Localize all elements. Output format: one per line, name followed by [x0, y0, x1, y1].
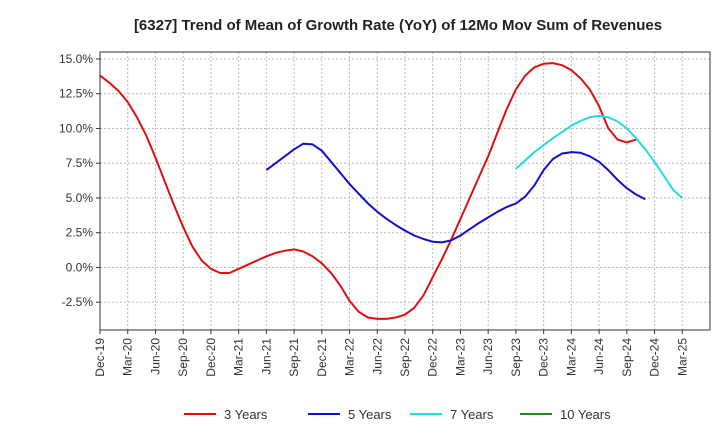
- y-axis-ticks: 15.0% 12.5% 10.0% 7.5% 5.0% 2.5% 0.0% -2.5%: [59, 52, 100, 309]
- x-axis-ticks: Dec-19 Mar-20 Jun-20 Sep-20 Dec-20 Mar-21 Jun-…: [93, 330, 689, 377]
- x-tick-label: Dec-20: [204, 338, 218, 377]
- grid: [99, 52, 710, 330]
- y-tick-label: 10.0%: [59, 121, 93, 135]
- x-tick-label: Mar-21: [232, 338, 246, 376]
- legend-label-5-years: 5 Years: [348, 407, 392, 422]
- x-tick-label: Sep-23: [509, 338, 523, 377]
- y-tick-label: -2.5%: [62, 295, 94, 309]
- x-tick-label: Dec-24: [648, 338, 662, 377]
- chart-title: [6327] Trend of Mean of Growth Rate (YoY…: [134, 17, 662, 34]
- x-tick-label: Sep-24: [620, 338, 634, 377]
- series-line-3-years: [99, 62, 637, 320]
- x-tick-label: Mar-22: [343, 338, 357, 376]
- y-tick-label: 12.5%: [59, 87, 93, 101]
- x-tick-label: Sep-21: [287, 338, 301, 377]
- x-tick-label: Dec-19: [93, 338, 107, 377]
- x-tick-label: Mar-25: [675, 338, 689, 376]
- x-tick-label: Mar-24: [564, 338, 578, 376]
- legend-label-7-years: 7 Years: [450, 407, 494, 422]
- series-line-7-years: [515, 114, 683, 199]
- x-tick-label: Mar-23: [453, 338, 467, 376]
- x-tick-label: Dec-23: [537, 338, 551, 377]
- y-tick-label: 2.5%: [66, 226, 94, 240]
- x-tick-label: Dec-22: [426, 338, 440, 377]
- y-tick-label: 7.5%: [66, 156, 94, 170]
- plot-frame: [99, 51, 711, 331]
- legend-label-10-years: 10 Years: [560, 407, 611, 422]
- x-tick-label: Jun-23: [481, 338, 495, 375]
- x-tick-label: Sep-20: [176, 338, 190, 377]
- x-tick-label: Jun-24: [592, 338, 606, 375]
- legend: 3 Years 5 Years 7 Years 10 Years: [184, 407, 611, 422]
- series-lines: [99, 62, 683, 320]
- y-tick-label: 15.0%: [59, 52, 93, 66]
- y-tick-label: 5.0%: [66, 191, 94, 205]
- x-tick-label: Jun-20: [148, 338, 162, 375]
- x-tick-label: Jun-21: [259, 338, 273, 375]
- x-tick-label: Jun-22: [370, 338, 384, 375]
- x-tick-label: Sep-22: [398, 338, 412, 377]
- legend-label-3-years: 3 Years: [224, 407, 268, 422]
- x-tick-label: Mar-20: [121, 338, 135, 376]
- y-tick-label: 0.0%: [66, 260, 94, 274]
- x-tick-label: Dec-21: [315, 338, 329, 377]
- series-line-5-years: [265, 142, 646, 244]
